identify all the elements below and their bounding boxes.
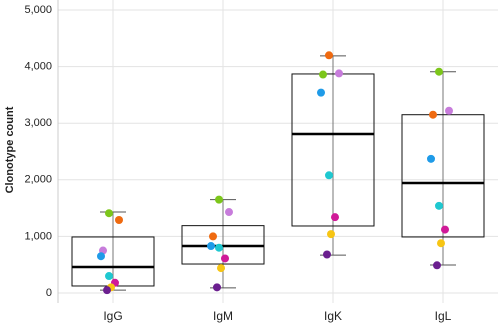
point: [325, 171, 333, 180]
y-axis-label: Clonotype count: [4, 106, 16, 193]
point: [433, 261, 441, 270]
point: [97, 252, 105, 261]
point: [217, 264, 225, 273]
point: [115, 215, 123, 224]
point: [335, 69, 343, 78]
point: [435, 67, 443, 76]
point: [207, 242, 215, 251]
point: [209, 232, 217, 241]
point: [331, 213, 339, 222]
y-tick-label: 3,000: [24, 117, 52, 129]
x-tick-label: IgL: [435, 309, 452, 323]
point: [445, 106, 453, 115]
y-tick-label: 2,000: [24, 174, 52, 186]
point: [441, 225, 449, 234]
point: [323, 250, 331, 259]
point: [327, 230, 335, 239]
box: [401, 114, 485, 238]
point: [105, 272, 113, 281]
point: [437, 239, 445, 248]
point: [105, 209, 113, 218]
y-tick-label: 5,000: [24, 4, 52, 16]
point: [213, 283, 221, 292]
point: [215, 243, 223, 252]
y-tick-label: 0: [46, 287, 52, 299]
y-tick-label: 1,000: [24, 230, 52, 242]
point: [429, 110, 437, 119]
point: [225, 208, 233, 217]
point: [319, 70, 327, 79]
x-tick-label: IgM: [213, 309, 233, 323]
point: [317, 88, 325, 97]
point: [427, 154, 435, 163]
x-tick-label: IgK: [324, 309, 342, 323]
y-tick-label: 4,000: [24, 61, 52, 73]
point: [215, 195, 223, 204]
point: [221, 254, 229, 263]
point: [435, 201, 443, 210]
point: [103, 286, 111, 295]
box: [291, 73, 375, 227]
x-tick-label: IgG: [103, 309, 122, 323]
point: [325, 51, 333, 60]
